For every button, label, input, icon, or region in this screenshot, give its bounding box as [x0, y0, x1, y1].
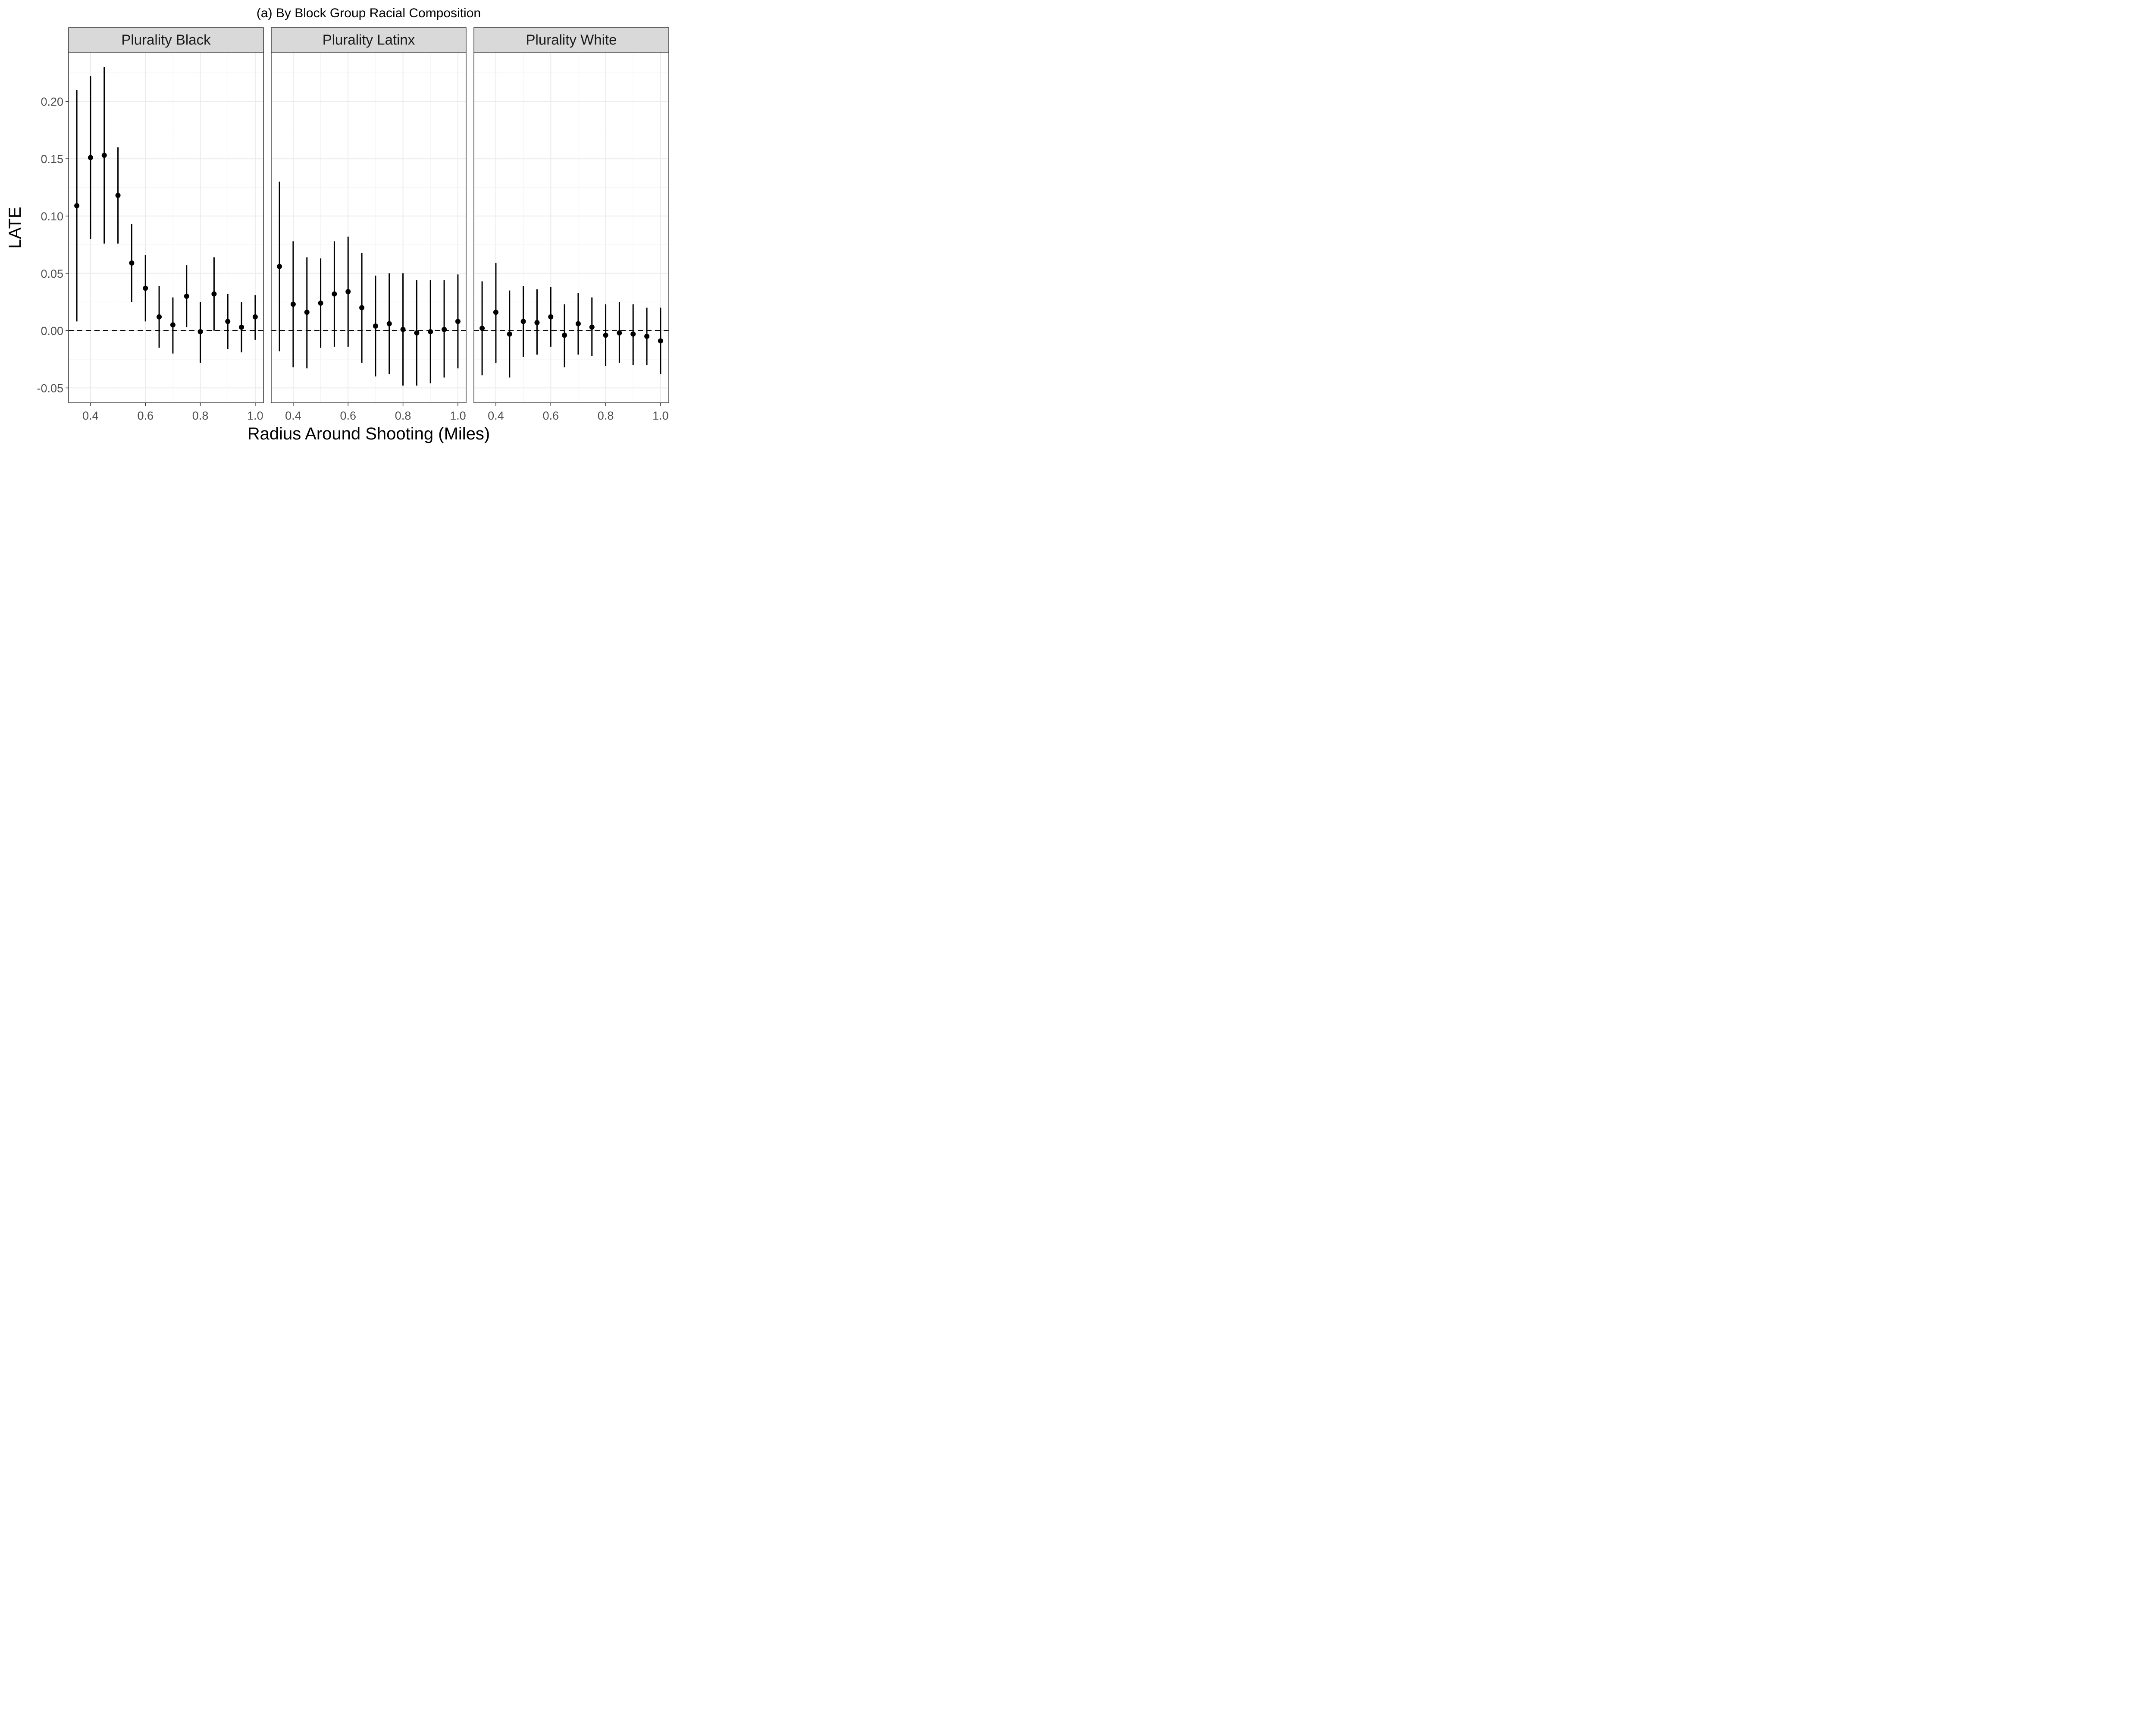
- x-tick-label: 0.6: [542, 409, 559, 422]
- x-axis-title: Radius Around Shooting (Miles): [248, 424, 490, 443]
- panel-background: [69, 52, 263, 403]
- x-tick-label: 0.4: [488, 409, 504, 422]
- estimate-point: [400, 326, 406, 332]
- facet-strip: [473, 27, 669, 53]
- facet-strip: [68, 27, 264, 53]
- estimate-point: [455, 319, 461, 324]
- estimate-point: [359, 305, 365, 310]
- x-tick-label: 0.8: [598, 409, 614, 422]
- y-tick-label: 0.20: [41, 95, 63, 108]
- estimate-point: [520, 319, 526, 324]
- estimate-point: [252, 314, 258, 320]
- estimate-point: [157, 314, 162, 320]
- estimate-point: [304, 310, 310, 315]
- y-tick-label: 0.05: [41, 267, 63, 280]
- estimate-point: [603, 332, 608, 338]
- estimate-point: [184, 293, 189, 299]
- facet-strip-label: Plurality Black: [121, 32, 211, 48]
- facet-strip: [271, 27, 467, 53]
- estimate-point: [534, 320, 540, 326]
- y-tick-label: 0.15: [41, 153, 63, 166]
- estimate-point: [442, 326, 447, 332]
- estimate-point: [74, 203, 80, 209]
- y-tick-label: -0.05: [37, 382, 63, 395]
- x-tick-label: 0.6: [137, 409, 154, 422]
- facet-strip-label: Plurality Latinx: [323, 32, 415, 48]
- estimate-point: [575, 321, 581, 326]
- x-tick-label: 1.0: [450, 409, 466, 422]
- estimate-point: [373, 323, 378, 329]
- faceted-point-range-chart: (a) By Block Group Racial Composition Pl…: [0, 0, 676, 451]
- estimate-point: [115, 193, 121, 198]
- estimate-point: [225, 319, 231, 324]
- estimate-point: [589, 324, 595, 330]
- panel-background: [271, 52, 466, 403]
- facet-panel: Plurality White 0.4 0.6 0.8 1.0: [473, 27, 669, 422]
- x-tick-label: 0.4: [285, 409, 301, 422]
- estimate-point: [630, 331, 636, 337]
- estimate-point: [290, 301, 296, 307]
- estimate-point: [211, 291, 217, 297]
- estimate-point: [658, 338, 663, 344]
- estimate-point: [345, 289, 351, 295]
- estimate-point: [197, 329, 203, 335]
- facet-strip-label: Plurality White: [526, 32, 617, 48]
- y-tick-label: 0.00: [41, 325, 63, 338]
- chart-title: (a) By Block Group Racial Composition: [257, 6, 481, 20]
- estimate-point: [479, 326, 485, 331]
- x-tick-label: 0.4: [82, 409, 99, 422]
- x-tick-label: 0.6: [340, 409, 356, 422]
- facet-panel: Plurality Latinx 0.4 0.6 0.8 1.0: [271, 27, 467, 422]
- estimate-point: [428, 329, 433, 335]
- estimate-point: [318, 300, 323, 306]
- y-axis-title: LATE: [6, 207, 25, 248]
- estimate-point: [493, 310, 498, 315]
- estimate-point: [644, 333, 650, 339]
- estimate-point: [386, 321, 392, 326]
- estimate-point: [88, 155, 93, 160]
- estimate-point: [143, 285, 148, 291]
- estimate-point: [562, 332, 567, 338]
- estimate-point: [239, 324, 244, 330]
- estimate-point: [548, 314, 554, 320]
- panel-background: [474, 52, 669, 403]
- estimate-point: [414, 330, 420, 336]
- estimate-point: [277, 263, 282, 269]
- estimate-point: [507, 331, 512, 337]
- estimate-point: [129, 260, 135, 266]
- x-tick-label: 1.0: [652, 409, 669, 422]
- x-tick-label: 0.8: [395, 409, 411, 422]
- y-tick-label: 0.10: [41, 210, 63, 223]
- facet-panel: Plurality Black 0.4 0.6 0.8 1.0: [68, 27, 264, 422]
- estimate-point: [170, 322, 175, 328]
- x-tick-label: 0.8: [192, 409, 209, 422]
- y-axis: -0.05 0.00 0.05 0.10 0.15 0.20: [37, 95, 69, 395]
- x-tick-label: 1.0: [247, 409, 263, 422]
- estimate-point: [332, 291, 337, 297]
- estimate-point: [101, 153, 107, 158]
- estimate-point: [617, 330, 622, 336]
